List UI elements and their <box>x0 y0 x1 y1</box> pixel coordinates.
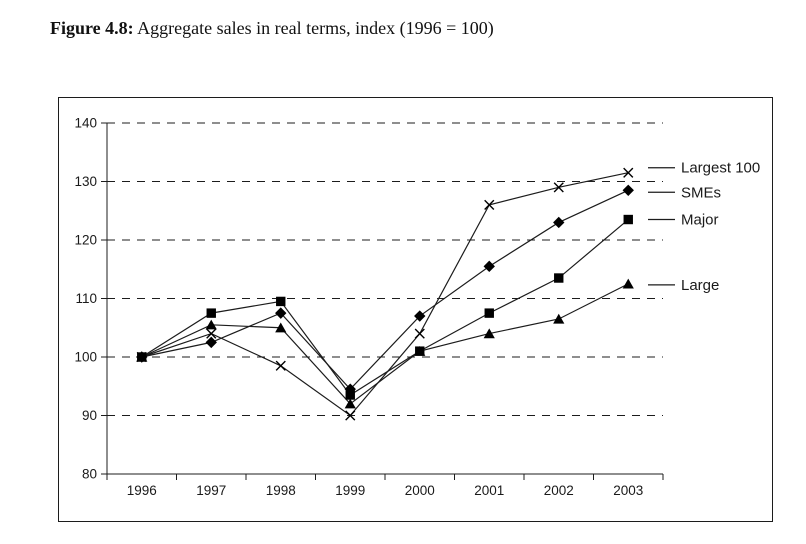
series-line-smes <box>141 189 629 391</box>
series-large-triangle-marker <box>344 398 356 409</box>
y-tick-label-80: 80 <box>82 467 97 482</box>
series-largest-100-x-marker <box>414 328 425 339</box>
x-tick-label-2001: 2001 <box>474 483 504 498</box>
series-line-largest-100 <box>141 172 629 417</box>
series-large-triangle-marker <box>275 322 287 333</box>
series-major-square-marker <box>623 214 633 225</box>
series-largest-100-x-marker <box>484 199 495 210</box>
y-tick-label-130: 130 <box>74 174 97 189</box>
figure-title-text: Aggregate sales in real terms, index (19… <box>133 18 494 38</box>
x-tick-label-2003: 2003 <box>613 483 643 498</box>
series-major-square-marker <box>554 273 564 283</box>
y-tick-label-140: 140 <box>74 116 97 131</box>
series-largest-100-x-marker <box>206 328 217 339</box>
series-smes-diamond-marker <box>553 216 565 229</box>
series-smes-diamond-marker <box>205 336 217 349</box>
x-tick-label-1996: 1996 <box>127 483 157 498</box>
sales-index-chart: 80 90 100 110 120 130 140 1996 1997 1998 1999 2000 2… <box>58 97 773 522</box>
series-smes-diamond-marker <box>483 260 495 273</box>
series-smes-diamond-marker <box>275 307 287 319</box>
series-major-square-marker <box>206 308 216 318</box>
series-largest-100-x-marker <box>275 360 286 371</box>
chart-canvas: 80 90 100 110 120 130 140 1996 1997 1998 1999 2000 2… <box>58 97 773 522</box>
figure-title-label: Figure 4.8: <box>50 18 134 38</box>
chart-border <box>58 97 773 522</box>
series-line-large <box>141 283 629 405</box>
x-tick-label-1999: 1999 <box>335 483 365 498</box>
series-smes-diamond-marker <box>622 184 634 196</box>
series-largest-100-x-marker <box>345 410 356 421</box>
legend-label-largest-100: Largest 100 <box>681 160 760 177</box>
series-large-triangle-marker <box>622 278 634 289</box>
x-tick-label-2002: 2002 <box>544 483 574 498</box>
legend-label-large: Large <box>681 277 719 294</box>
y-tick-label-120: 120 <box>74 233 97 248</box>
series-line-major <box>141 219 629 396</box>
series-smes-diamond-marker <box>414 310 426 322</box>
x-tick-label-1997: 1997 <box>196 483 226 498</box>
x-tick-label-1998: 1998 <box>266 483 296 498</box>
series-major-square-marker <box>415 346 425 356</box>
series-major-square-marker <box>484 308 494 318</box>
series-large-triangle-marker <box>553 313 565 324</box>
y-tick-label-90: 90 <box>82 408 97 423</box>
y-tick-label-110: 110 <box>75 291 97 306</box>
legend-label-smes: SMEs <box>681 184 721 201</box>
series-largest-100-x-marker <box>553 182 564 193</box>
series-major-square-marker <box>276 296 286 307</box>
y-tick-label-100: 100 <box>74 350 97 365</box>
series-largest-100-x-marker <box>136 351 147 363</box>
figure-title: Figure 4.8: Aggregate sales in real term… <box>50 18 494 39</box>
legend-label-major: Major <box>681 212 719 229</box>
series-large-triangle-marker <box>483 328 495 339</box>
series-smes-diamond-marker <box>344 383 356 395</box>
x-tick-label-2000: 2000 <box>405 483 435 498</box>
series-largest-100-x-marker <box>623 167 634 178</box>
series-major-square-marker <box>345 390 355 400</box>
series-large-triangle-marker <box>205 319 217 330</box>
